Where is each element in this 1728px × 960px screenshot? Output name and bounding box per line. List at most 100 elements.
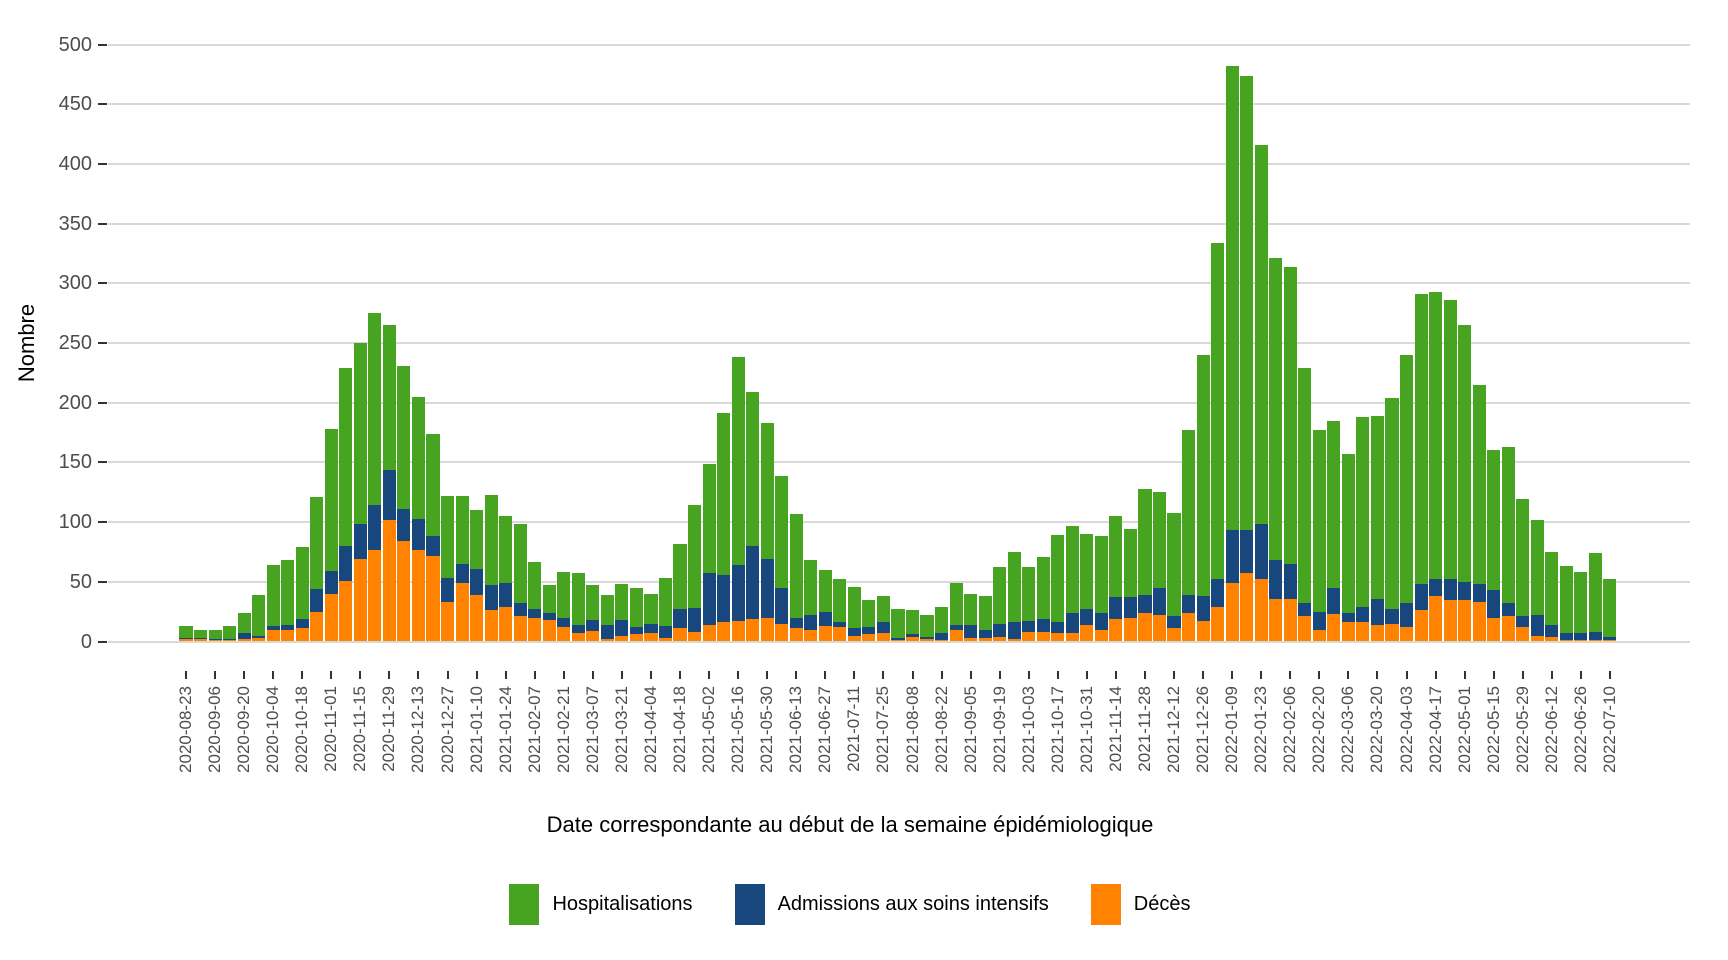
bar-segment-admissions-aux-soins-intensifs [353, 524, 367, 560]
bar-segment-admissions-aux-soins-intensifs [644, 623, 658, 634]
x-tick-label: 2021-02-21 [553, 686, 573, 773]
bar-segment-admissions-aux-soins-intensifs [978, 629, 992, 638]
bar-segment-hospitalisations [455, 495, 469, 564]
bar-segment-admissions-aux-soins-intensifs [586, 620, 600, 631]
x-axis-tick [388, 671, 391, 679]
legend-label-soins-intensifs: Admissions aux soins intensifs [777, 893, 1049, 915]
stacked-bar [193, 0, 208, 642]
stacked-bar [1196, 0, 1210, 642]
bar-segment-d-c-s [1211, 606, 1225, 642]
bar-segment-hospitalisations [1094, 536, 1108, 613]
x-tick-label: 2022-01-09 [1222, 686, 1242, 773]
bar-segment-d-c-s [818, 625, 832, 642]
stacked-bar [993, 0, 1007, 642]
x-tick-label: 2021-10-31 [1076, 686, 1096, 773]
stacked-bar [252, 0, 266, 642]
x-tick-label: 2021-06-27 [815, 686, 835, 773]
bar-segment-d-c-s [1152, 615, 1167, 642]
bar-segment-d-c-s [876, 633, 890, 642]
x-tick-label: 2021-09-05 [960, 686, 980, 773]
bar-segment-hospitalisations [513, 524, 527, 604]
legend-swatch-deces [1090, 884, 1121, 925]
stacked-bar [1356, 0, 1370, 642]
bar-segment-admissions-aux-soins-intensifs [1007, 622, 1021, 640]
bar-segment-d-c-s [746, 618, 760, 642]
stacked-bar [789, 0, 803, 642]
x-tick-label: 2022-06-26 [1570, 686, 1590, 773]
bar-segment-admissions-aux-soins-intensifs [455, 563, 469, 583]
bar-segment-hospitalisations [1530, 519, 1544, 616]
bar-segment-hospitalisations [1138, 488, 1152, 595]
stacked-bar [1559, 0, 1573, 642]
bar-segment-admissions-aux-soins-intensifs [1138, 594, 1152, 613]
stacked-bar [731, 0, 745, 642]
y-axis-tick [98, 342, 107, 344]
stacked-bar [1516, 0, 1530, 642]
stacked-bar [1123, 0, 1137, 642]
x-axis-tick [1143, 671, 1146, 679]
x-tick-label: 2021-03-07 [582, 686, 602, 773]
bar-segment-admissions-aux-soins-intensifs [513, 603, 527, 617]
y-tick-label: 500 [58, 33, 92, 56]
bar-segment-d-c-s [1254, 579, 1268, 642]
stacked-bar [1385, 0, 1399, 642]
bar-segment-hospitalisations [1370, 415, 1384, 599]
bar-segment-admissions-aux-soins-intensifs [905, 634, 920, 637]
bar-segment-d-c-s [382, 519, 396, 642]
bar-segment-hospitalisations [1341, 454, 1355, 613]
x-axis-tick [1173, 671, 1176, 679]
bar-segment-hospitalisations [1167, 512, 1181, 617]
bar-segment-hospitalisations [905, 610, 920, 635]
x-tick-label: 2021-05-02 [699, 686, 719, 773]
y-gridline [108, 580, 1690, 583]
bar-segment-d-c-s [1603, 640, 1617, 642]
bar-segment-admissions-aux-soins-intensifs [252, 635, 266, 638]
bar-segment-admissions-aux-soins-intensifs [1269, 560, 1283, 599]
y-gridline [108, 43, 1690, 46]
bar-segment-admissions-aux-soins-intensifs [818, 611, 832, 626]
bar-segment-d-c-s [1414, 610, 1428, 642]
stacked-bar [702, 0, 716, 642]
stacked-bar [1211, 0, 1225, 642]
bar-segment-hospitalisations [1080, 534, 1094, 610]
bar-segment-d-c-s [353, 559, 367, 642]
stacked-bar [382, 0, 396, 642]
x-axis-tick [737, 671, 740, 679]
bar-segment-d-c-s [775, 623, 789, 642]
bar-segment-d-c-s [1123, 617, 1137, 642]
bar-segment-d-c-s [1370, 624, 1384, 642]
stacked-bar [1167, 0, 1181, 642]
bar-segment-admissions-aux-soins-intensifs [1312, 611, 1326, 630]
bar-segment-admissions-aux-soins-intensifs [1472, 584, 1486, 603]
x-axis-tick [243, 671, 246, 679]
bar-segment-admissions-aux-soins-intensifs [1196, 596, 1210, 622]
x-axis-tick [1289, 671, 1292, 679]
x-tick-label: 2021-09-19 [989, 686, 1009, 773]
bar-segment-admissions-aux-soins-intensifs [775, 587, 789, 624]
stacked-bar [629, 0, 643, 642]
bar-segment-hospitalisations [295, 547, 309, 619]
stacked-bar [586, 0, 600, 642]
bar-segment-hospitalisations [1603, 579, 1617, 637]
stacked-bar [571, 0, 585, 642]
stacked-bar [1022, 0, 1036, 642]
y-tick-label: 300 [58, 272, 92, 295]
x-axis-tick [533, 671, 536, 679]
bar-segment-admissions-aux-soins-intensifs [1283, 563, 1297, 599]
y-gridline [108, 222, 1690, 225]
bar-segment-hospitalisations [1385, 397, 1399, 610]
bar-segment-admissions-aux-soins-intensifs [658, 625, 673, 638]
bar-segment-d-c-s [1559, 640, 1573, 642]
bar-segment-d-c-s [1298, 616, 1312, 642]
bar-segment-admissions-aux-soins-intensifs [382, 469, 396, 520]
bar-segment-d-c-s [557, 627, 571, 642]
bar-segment-hospitalisations [1429, 291, 1443, 580]
bar-segment-admissions-aux-soins-intensifs [673, 609, 687, 629]
y-gridline [108, 521, 1690, 524]
bar-segment-hospitalisations [1123, 529, 1137, 598]
bar-segment-hospitalisations [1574, 572, 1588, 634]
y-axis-tick [98, 461, 107, 464]
bar-segment-hospitalisations [1283, 266, 1297, 564]
bar-segment-d-c-s [1545, 636, 1559, 642]
bar-segment-hospitalisations [920, 615, 934, 637]
